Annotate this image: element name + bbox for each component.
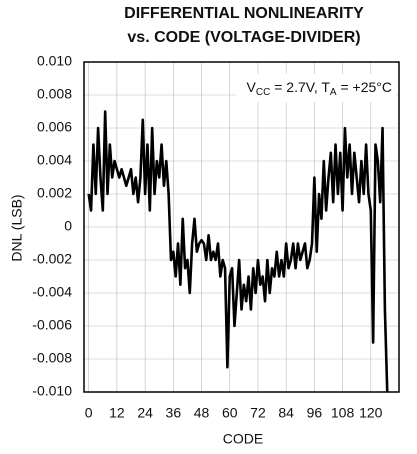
x-tick-label: 60 [222, 405, 238, 421]
y-tick-label: -0.006 [32, 317, 72, 333]
y-tick-label: -0.010 [32, 383, 72, 399]
x-axis-label: CODE [223, 431, 263, 447]
y-tick-label: -0.008 [32, 350, 72, 366]
y-tick-label: 0.002 [37, 185, 72, 201]
data-line [87, 110, 389, 393]
y-tick-label: 0 [64, 218, 72, 234]
y-tick-label: -0.004 [32, 284, 72, 300]
chart-title: vs. CODE (VOLTAGE-DIVIDER) [127, 29, 360, 46]
x-tick-label: 24 [137, 405, 153, 421]
x-tick-label: 120 [359, 405, 383, 421]
x-tick-label: 96 [307, 405, 323, 421]
plot-frame [83, 61, 400, 393]
x-tick-label: 72 [250, 405, 266, 421]
y-tick-label: 0.006 [37, 119, 72, 135]
y-tick-label: 0.010 [37, 53, 72, 69]
y-tick-label: 0.008 [37, 86, 72, 102]
y-tick-label: 0.004 [37, 152, 72, 168]
annotation: VCC = 2.7V, TA = +25°C [247, 79, 392, 98]
annotation-text: = +25°C [337, 79, 392, 95]
y-tick-label: -0.002 [32, 251, 72, 267]
annotation-subscript: A [330, 87, 337, 98]
chart-title: DIFFERENTIAL NONLINEARITY [124, 5, 364, 22]
x-tick-label: 12 [109, 405, 125, 421]
annotation-box [236, 74, 396, 102]
annotation-subscript: CC [256, 87, 270, 98]
x-tick-label: 48 [194, 405, 210, 421]
y-axis-label: DNL (LSB) [9, 194, 25, 261]
x-tick-label: 36 [166, 405, 182, 421]
annotation-text: = 2.7V, T [270, 79, 330, 95]
x-tick-label: 108 [331, 405, 355, 421]
annotation-text: V [247, 79, 257, 95]
x-tick-label: 84 [278, 405, 294, 421]
x-tick-label: 0 [85, 405, 93, 421]
